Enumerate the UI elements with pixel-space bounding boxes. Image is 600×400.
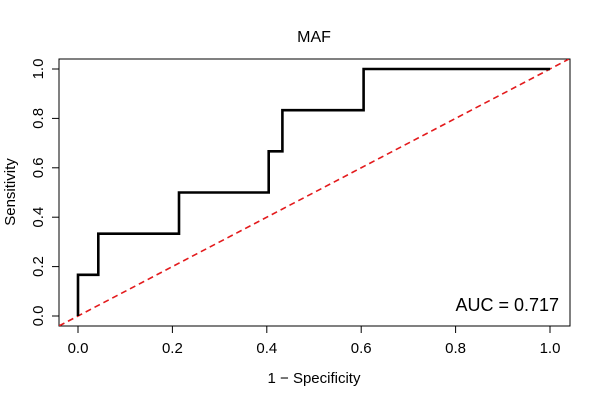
y-tick-label: 1.0 — [30, 59, 47, 80]
reference-diagonal-line — [59, 59, 570, 326]
x-tick-label: 1.0 — [540, 340, 561, 357]
x-tick-label: 0.8 — [445, 340, 466, 357]
y-tick-label: 0.6 — [30, 157, 47, 178]
plot-frame — [58, 58, 571, 327]
y-tick-label: 0.2 — [30, 256, 47, 277]
chart-title: MAF — [297, 29, 331, 46]
series-layer — [59, 59, 570, 326]
y-axis: 0.0 0.2 0.4 0.6 0.8 1.0 — [30, 59, 59, 327]
x-axis-title: 1 − Specificity — [268, 370, 361, 387]
roc-curve-line — [76, 67, 550, 316]
x-tick-label: 0.6 — [351, 340, 372, 357]
y-tick-label: 0.8 — [30, 108, 47, 129]
y-tick-label: 0.4 — [30, 207, 47, 228]
x-tick-label: 0.2 — [162, 340, 183, 357]
y-tick-label: 0.0 — [30, 306, 47, 327]
x-tick-label: 0.0 — [68, 340, 89, 357]
auc-annotation: AUC = 0.717 — [455, 295, 559, 315]
x-tick-label: 0.4 — [256, 340, 277, 357]
x-axis: 0.0 0.2 0.4 0.6 0.8 1.0 — [68, 326, 561, 357]
y-axis-title: Sensitivity — [2, 158, 19, 226]
